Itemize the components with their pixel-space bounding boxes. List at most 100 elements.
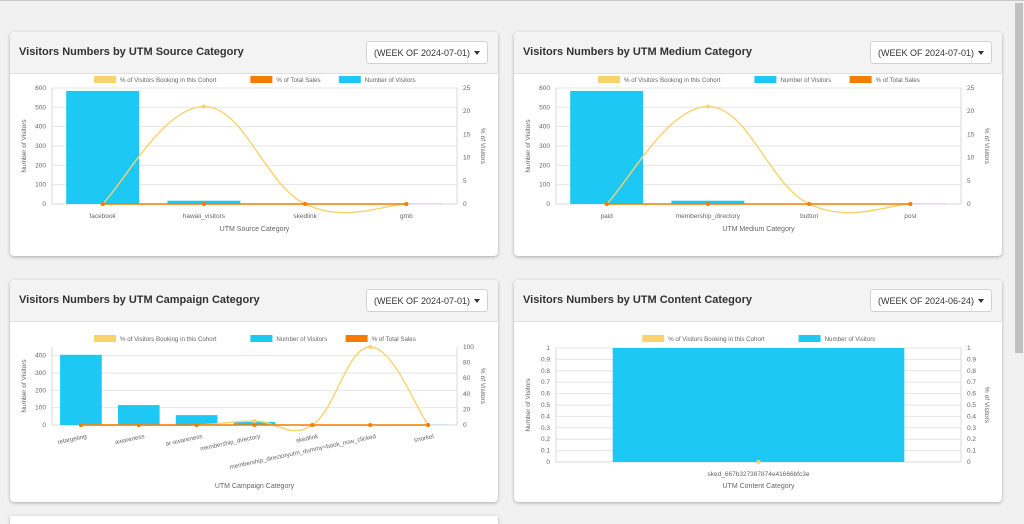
grid-lines [52, 355, 457, 426]
y-left-axis-title: Number of Visitors [21, 359, 28, 413]
y-right-tick: 0.9 [967, 356, 976, 363]
line-point [194, 423, 199, 427]
bar [612, 348, 905, 462]
x-axis-title: UTM Content Category [723, 483, 795, 490]
y-left-axis-title: Number of Visitors [21, 119, 28, 173]
utm-source-chart: % of Visitors Booking in this Cohort % of… [21, 76, 486, 233]
y-left-tick: 0.2 [541, 436, 550, 443]
legend-label: Number of Visitors [276, 336, 327, 343]
x-tick-label: membership_directory [200, 433, 262, 453]
y-left-tick: 100 [539, 182, 550, 189]
week-select[interactable]: (WEEK OF 2024-07-01) [366, 289, 488, 312]
line-point [368, 423, 373, 427]
legend-swatch [94, 335, 116, 342]
bar [175, 415, 218, 425]
x-tick-label: skedlink [293, 213, 317, 220]
bar [117, 405, 160, 425]
week-select-value: (WEEK OF 2024-07-01) [878, 48, 975, 58]
x-tick-label: retargeting [57, 433, 88, 446]
y-left-axis-title: Number of Visitors [525, 119, 532, 173]
card-header: Visitors Numbers by UTM Medium Category … [514, 32, 1002, 74]
y-left-tick: 0.7 [541, 379, 550, 386]
legend-swatch [754, 76, 777, 83]
legend-swatch [642, 335, 665, 342]
page-scrollbar[interactable] [1014, 1, 1024, 524]
y-left-tick: 0.1 [541, 448, 550, 455]
y-left-tick: 300 [539, 143, 550, 150]
y-left-tick: 0.4 [541, 413, 550, 420]
line-point [807, 202, 812, 206]
x-tick-label: button [800, 213, 818, 220]
x-tick-label: gmb [400, 213, 413, 220]
y-right-tick: 100 [463, 344, 474, 351]
y-left-tick: 0.5 [541, 402, 550, 409]
utm-content-chart: % of Visitors Booking in this Cohort Numb… [525, 335, 990, 490]
line-point [136, 423, 141, 427]
y-left-tick: 400 [35, 124, 46, 131]
line-point [705, 104, 710, 109]
y-right-axis-title: % of Visitors [983, 128, 990, 165]
y-right-tick: 20 [463, 108, 471, 115]
x-tick-label: hawaii_visitors [183, 213, 226, 220]
card-title: Visitors Numbers by UTM Medium Category [523, 46, 753, 58]
line-point [310, 423, 315, 427]
line-point [78, 423, 83, 427]
x-tick-label: awareness [114, 433, 145, 446]
scrollbar-thumb[interactable] [1015, 3, 1023, 353]
y-right-tick: 20 [967, 108, 975, 115]
y-right-tick: 60 [463, 375, 471, 382]
week-select[interactable]: (WEEK OF 2024-07-01) [366, 41, 488, 64]
bar [570, 90, 644, 204]
week-select[interactable]: (WEEK OF 2024-06-24) [870, 289, 992, 312]
caret-down-icon [978, 299, 984, 303]
y-left-tick: 400 [35, 353, 46, 360]
y-right-tick: 0.2 [967, 436, 976, 443]
y-left-axis-title: Number of Visitors [525, 378, 532, 432]
y-right-tick: 0.3 [967, 425, 976, 432]
legend-label: % of Total Sales [276, 77, 320, 84]
x-tick-label: snorkel [414, 433, 435, 444]
week-select[interactable]: (WEEK OF 2024-07-01) [870, 41, 992, 64]
week-select-value: (WEEK OF 2024-07-01) [374, 48, 471, 58]
y-left-tick: 200 [539, 162, 550, 169]
y-right-tick: 15 [967, 131, 975, 138]
y-right-tick: 0 [463, 201, 467, 208]
chart-card-utm-content: Visitors Numbers by UTM Content Category… [514, 280, 1002, 502]
chart-legend: % of Visitors Booking in this Cohort Numb… [642, 335, 875, 343]
caret-down-icon [978, 51, 984, 55]
line-point [756, 460, 761, 464]
y-left-tick: 300 [35, 370, 46, 377]
chart-card-utm-medium: Visitors Numbers by UTM Medium Category … [514, 32, 1002, 256]
y-left-tick: 100 [35, 405, 46, 412]
y-right-tick: 0 [967, 201, 971, 208]
legend-label: % of Visitors Booking in this Cohort [120, 77, 217, 84]
legend-swatch [338, 76, 361, 83]
y-right-tick: 25 [967, 85, 975, 92]
legend-label: % of Visitors Booking in this Cohort [668, 336, 765, 343]
y-right-tick: 20 [463, 406, 471, 413]
bar [66, 90, 140, 204]
line-point [404, 202, 409, 206]
chart-card-utm-campaign: Visitors Numbers by UTM Campaign Categor… [10, 280, 498, 502]
y-right-tick: 1 [967, 345, 971, 352]
week-select-value: (WEEK OF 2024-06-24) [878, 296, 975, 306]
legend-label: Number of Visitors [825, 336, 876, 343]
y-right-axis-title: % of Visitors [983, 387, 990, 424]
chart-card-utm-source: Visitors Numbers by UTM Source Category … [10, 32, 498, 256]
card-header: Visitors Numbers by UTM Campaign Categor… [10, 280, 498, 322]
legend-label: % of Total Sales [876, 77, 920, 84]
x-tick-label: facebook [89, 213, 116, 220]
y-right-tick: 25 [463, 85, 471, 92]
line-point [201, 202, 206, 206]
x-axis-title: UTM Campaign Category [215, 483, 295, 490]
x-tick-label: ar-awareness [165, 433, 203, 448]
chart-legend: % of Visitors Booking in this Cohort Numb… [598, 76, 920, 84]
y-right-tick: 10 [967, 155, 975, 162]
y-right-tick: 15 [463, 131, 471, 138]
y-left-tick: 0 [546, 201, 550, 208]
utm-medium-chart: % of Visitors Booking in this Cohort Numb… [525, 76, 990, 233]
legend-label: % of Visitors Booking in this Cohort [120, 336, 217, 343]
chart-legend: % of Visitors Booking in this Cohort Numb… [94, 335, 416, 343]
line-point [368, 345, 373, 349]
y-left-tick: 500 [35, 104, 46, 111]
